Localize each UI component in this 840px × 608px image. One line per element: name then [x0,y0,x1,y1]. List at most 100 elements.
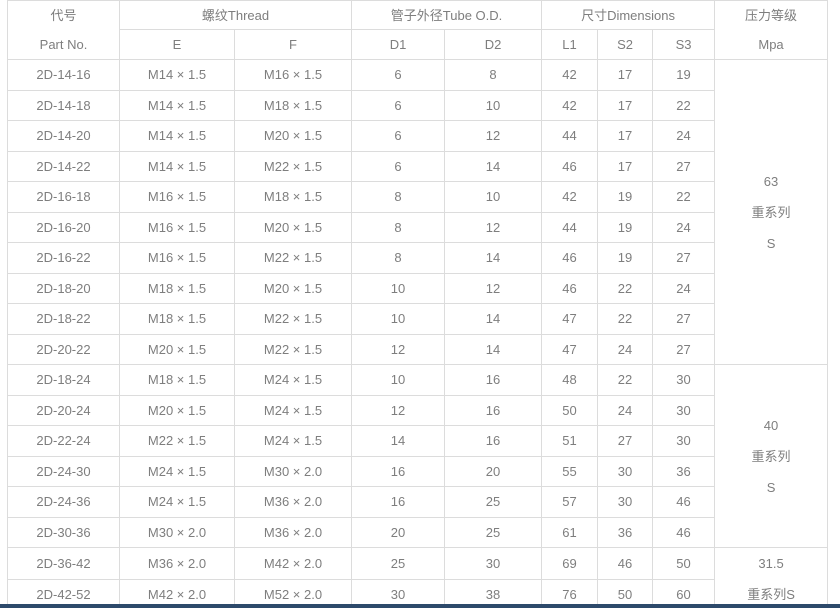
cell-s2: 22 [597,303,654,335]
header-col-s3: S3 [652,28,716,61]
pressure-line: 重系列S [747,587,795,602]
table-row: 2D-22-24 M22 × 1.5 M24 × 1.5 14 16 51 27 30 [7,425,828,457]
cell-l1: 48 [541,364,599,396]
cell-d2: 14 [444,242,543,274]
pressure-line: 40 [763,417,779,433]
cell-f: M22 × 1.5 [233,150,353,182]
cell-e: M24 × 1.5 [119,486,235,518]
cell-d2: 30 [444,547,543,580]
header-pressure: 压力等级 Mpa [714,0,829,60]
cell-s3: 27 [652,242,716,274]
table-row: 2D-16-18 M16 × 1.5 M18 × 1.5 8 10 42 19 22 [7,181,828,213]
cell-f: M24 × 1.5 [233,394,353,426]
cell-part-no: 2D-18-22 [7,303,120,335]
pressure-line: S [766,235,776,251]
cell-s2: 30 [597,486,654,518]
cell-e: M36 × 2.0 [119,547,235,580]
cell-d2: 12 [444,272,543,304]
cell-d2: 14 [444,150,543,182]
cell-part-no: 2D-18-24 [7,364,120,396]
cell-d1: 6 [351,59,446,91]
cell-l1: 42 [541,59,599,91]
cell-s2: 27 [597,425,654,457]
table-row: 2D-14-20 M14 × 1.5 M20 × 1.5 6 12 44 17 24 [7,120,828,152]
cell-d1: 12 [351,333,446,365]
cell-d1: 8 [351,242,446,274]
cell-s3: 22 [652,89,716,121]
cell-s3: 24 [652,120,716,152]
cell-s2: 19 [597,242,654,274]
cell-d1: 10 [351,303,446,335]
table-row: 2D-16-22 M16 × 1.5 M22 × 1.5 8 14 46 19 27 [7,242,828,274]
cell-d2: 25 [444,516,543,548]
cell-e: M14 × 1.5 [119,89,235,121]
table-row: 2D-24-30 M24 × 1.5 M30 × 2.0 16 20 55 30 36 [7,455,828,487]
header-part-no-en: Part No. [39,37,88,52]
header-part-no: 代号 Part No. [7,0,120,60]
cell-part-no: 2D-20-24 [7,394,120,426]
cell-d1: 10 [351,364,446,396]
cell-d1: 8 [351,181,446,213]
cell-d1: 16 [351,455,446,487]
cell-d2: 10 [444,89,543,121]
cell-f: M36 × 2.0 [233,516,353,548]
header-dimensions-group: 尺寸Dimensions [541,0,716,30]
cell-d2: 12 [444,211,543,243]
cell-f: M20 × 1.5 [233,211,353,243]
table-row: 2D-20-24 M20 × 1.5 M24 × 1.5 12 16 50 24 30 [7,394,828,426]
cell-d2: 8 [444,59,543,91]
cell-d1: 10 [351,272,446,304]
cell-d2: 14 [444,303,543,335]
cell-e: M42 × 2.0 [119,578,235,608]
cell-e: M14 × 1.5 [119,120,235,152]
cell-s3: 30 [652,364,716,396]
cell-s3: 27 [652,150,716,182]
cell-s3: 46 [652,516,716,548]
cell-s3: 30 [652,425,716,457]
cell-part-no: 2D-30-36 [7,516,120,548]
cell-d1: 20 [351,516,446,548]
cell-d2: 10 [444,181,543,213]
cell-s3: 27 [652,303,716,335]
cell-f: M42 × 2.0 [233,547,353,580]
header-col-d1: D1 [351,28,446,61]
table-row: 2D-14-22 M14 × 1.5 M22 × 1.5 6 14 46 17 27 [7,150,828,182]
cell-part-no: 2D-14-20 [7,120,120,152]
cell-s3: 27 [652,333,716,365]
bottom-divider-bar [0,604,840,608]
table-row: 2D-36-42 M36 × 2.0 M42 × 2.0 25 30 69 46 50 31.5… [7,547,829,608]
cell-f: M24 × 1.5 [233,425,353,457]
cell-s2: 50 [597,578,654,608]
cell-s2: 24 [597,394,654,426]
cell-f: M30 × 2.0 [233,455,353,487]
cell-part-no: 2D-14-16 [7,59,120,91]
header-col-s2: S2 [597,28,654,61]
cell-e: M16 × 1.5 [119,181,235,213]
cell-part-no: 2D-22-24 [7,425,120,457]
cell-pressure-group: 63 重系列 S [714,59,829,365]
cell-f: M22 × 1.5 [233,242,353,274]
cell-part-no: 2D-20-22 [7,333,120,365]
cell-part-no: 2D-42-52 [7,578,120,608]
cell-d1: 25 [351,547,446,580]
table-row: 2D-14-16 M14 × 1.5 M16 × 1.5 6 8 42 17 19 63 重系列 S [7,59,829,365]
cell-l1: 46 [541,242,599,274]
spec-table-wrap: 代号 Part No. 螺纹Thread 管子外径Tube O.D. 尺寸Dim… [7,0,829,608]
cell-l1: 42 [541,89,599,121]
cell-f: M20 × 1.5 [233,272,353,304]
cell-d1: 14 [351,425,446,457]
header-group-row: 代号 Part No. 螺纹Thread 管子外径Tube O.D. 尺寸Dim… [7,0,829,60]
pressure-line: 63 [763,173,779,189]
table-row: 2D-18-20 M18 × 1.5 M20 × 1.5 10 12 46 22 24 [7,272,828,304]
table-body: 2D-14-16 M14 × 1.5 M16 × 1.5 6 8 42 17 19 63 重系列 S… [7,59,829,608]
header-pressure-unit: Mpa [758,37,784,52]
cell-f: M20 × 1.5 [233,120,353,152]
cell-l1: 46 [541,150,599,182]
cell-l1: 46 [541,272,599,304]
header-col-e: E [119,28,235,61]
cell-l1: 55 [541,455,599,487]
cell-l1: 57 [541,486,599,518]
cell-part-no: 2D-36-42 [7,547,120,580]
cell-l1: 42 [541,181,599,213]
cell-l1: 61 [541,516,599,548]
